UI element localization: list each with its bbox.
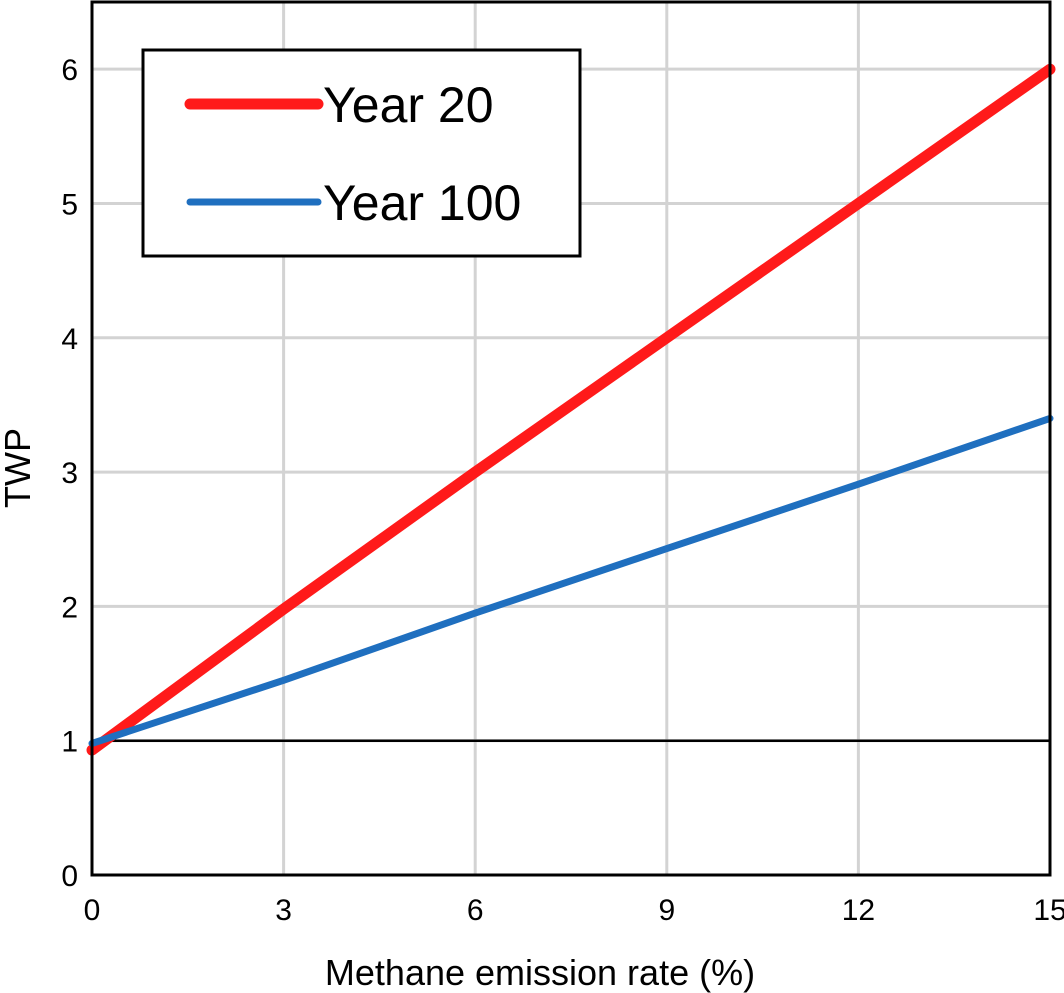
y-tick-label: 6 [61,54,78,87]
y-axis-title: TWP [0,428,38,508]
legend: Year 20 Year 100 [141,48,582,258]
legend-label-year-100: Year 100 [323,175,521,231]
y-tick-label: 3 [61,457,78,490]
x-tick-labels: 0 3 6 9 12 15 [84,894,1064,927]
series-line-year-20 [86,63,1056,756]
x-tick-label: 9 [658,894,675,927]
series-line-year-100 [88,414,1054,747]
legend-label-year-20: Year 20 [323,77,494,133]
y-tick-label: 2 [61,591,78,624]
x-tick-label: 6 [467,894,484,927]
series-layer [86,63,1056,756]
legend-box [141,48,582,258]
x-tick-label: 0 [84,894,101,927]
y-tick-label: 0 [61,860,78,893]
y-tick-label: 5 [61,188,78,221]
y-tick-labels: 0 1 2 3 4 5 6 [61,54,78,893]
x-axis-title: Methane emission rate (%) [325,952,755,993]
plot-frame [90,0,1052,877]
y-tick-label: 4 [61,323,78,356]
x-tick-label: 12 [842,894,875,927]
x-tick-label: 3 [275,894,292,927]
x-tick-label: 15 [1033,894,1064,927]
y-tick-label: 1 [61,726,78,759]
